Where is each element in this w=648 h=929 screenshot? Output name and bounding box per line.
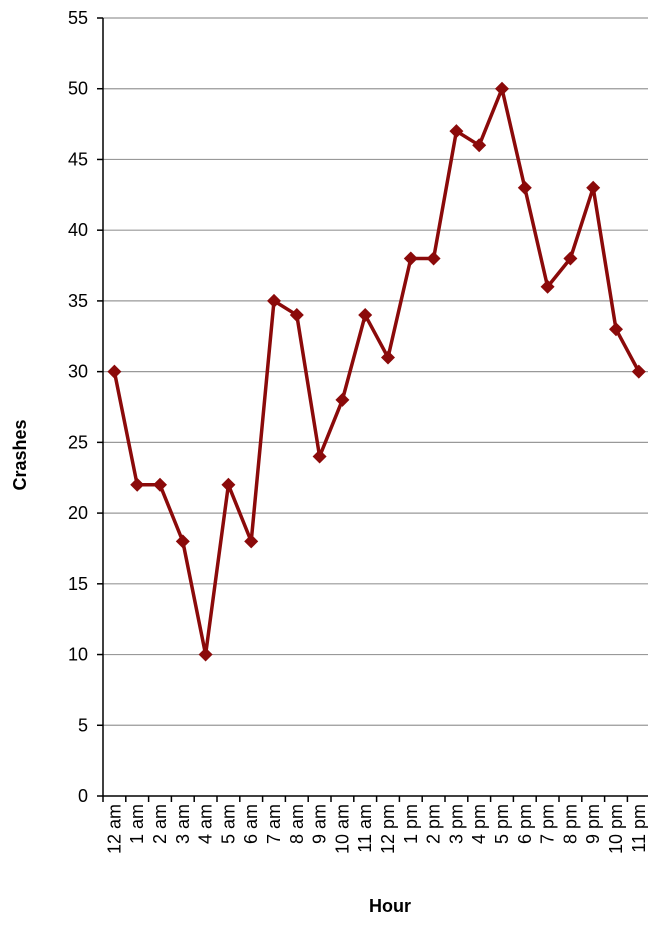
x-tick-label: 8 pm [560, 804, 580, 844]
x-tick-label: 7 am [264, 804, 284, 844]
data-point-marker [175, 534, 190, 549]
x-tick-label: 2 pm [424, 804, 444, 844]
x-tick-label: 3 am [173, 804, 193, 844]
data-point-marker [495, 81, 509, 96]
x-tick-label: 8 am [287, 804, 307, 844]
y-tick-label: 0 [78, 786, 88, 806]
series-group [107, 81, 646, 662]
data-point-marker [472, 138, 487, 153]
y-axis-title: Crashes [10, 419, 30, 490]
data-point-marker [381, 350, 395, 365]
x-tick-label: 1 am [127, 804, 147, 844]
data-point-marker [449, 124, 464, 139]
x-tick-label: 5 pm [492, 804, 512, 844]
y-tick-label: 25 [68, 432, 88, 452]
x-tick-label: 3 pm [446, 804, 466, 844]
y-tick-label: 20 [68, 503, 88, 523]
y-tick-label: 10 [68, 645, 88, 665]
data-point-marker [130, 477, 145, 492]
data-point-marker [198, 647, 213, 662]
x-tick-label: 6 am [241, 804, 261, 844]
x-tick-label: 12 am [104, 804, 124, 854]
data-point-marker [540, 279, 555, 294]
x-tick-label: 10 pm [606, 804, 626, 854]
gridlines [103, 17, 648, 726]
data-point-marker [358, 308, 373, 323]
series-line [112, 86, 641, 657]
x-tick-label: 4 pm [469, 804, 489, 844]
y-tick-label: 5 [78, 715, 88, 735]
y-tick-label: 35 [68, 291, 88, 311]
data-point-marker [221, 477, 236, 492]
data-point-marker [289, 308, 304, 323]
y-tick-label: 50 [68, 79, 88, 99]
x-tick-label: 2 am [150, 804, 170, 844]
x-tick-label: 9 pm [583, 804, 603, 844]
x-tick-label: 1 pm [401, 804, 421, 844]
x-tick-label: 11 pm [629, 804, 648, 853]
data-point-marker [153, 477, 167, 492]
data-point-marker [244, 534, 259, 549]
data-point-marker [403, 251, 418, 266]
x-tick-label: 11 am [355, 804, 375, 853]
y-tick-label: 15 [68, 574, 88, 594]
y-tick-label: 40 [68, 220, 88, 240]
data-point-marker [517, 180, 532, 195]
y-tick-label: 45 [68, 149, 88, 169]
x-tick-label: 4 am [196, 804, 216, 844]
x-axis-title: Hour [369, 896, 411, 916]
data-point-marker [586, 180, 601, 195]
x-tick-label: 12 pm [378, 804, 398, 854]
y-axis-ticks: 0 5 10 15 20 25 30 35 40 45 50 55 [68, 8, 103, 806]
data-point-marker [563, 251, 578, 266]
data-point-marker [609, 322, 623, 337]
y-tick-label: 55 [68, 8, 88, 28]
x-tick-label: 10 am [332, 804, 352, 854]
y-tick-label: 30 [68, 362, 88, 382]
x-axis-ticks: 12 am 1 am 2 am 3 am 4 am 5 am 6 am 7 am 8 am 9 a… [102, 796, 648, 854]
x-tick-label: 5 am [218, 804, 238, 844]
data-point-marker [426, 251, 441, 266]
data-point-marker [312, 449, 327, 464]
data-point-marker [335, 392, 350, 407]
data-point-marker [267, 293, 281, 308]
x-tick-label: 6 pm [515, 804, 535, 844]
data-point-marker [631, 364, 646, 379]
x-tick-label: 9 am [310, 804, 330, 844]
x-tick-label: 7 pm [538, 804, 558, 844]
data-point-marker [107, 364, 122, 379]
